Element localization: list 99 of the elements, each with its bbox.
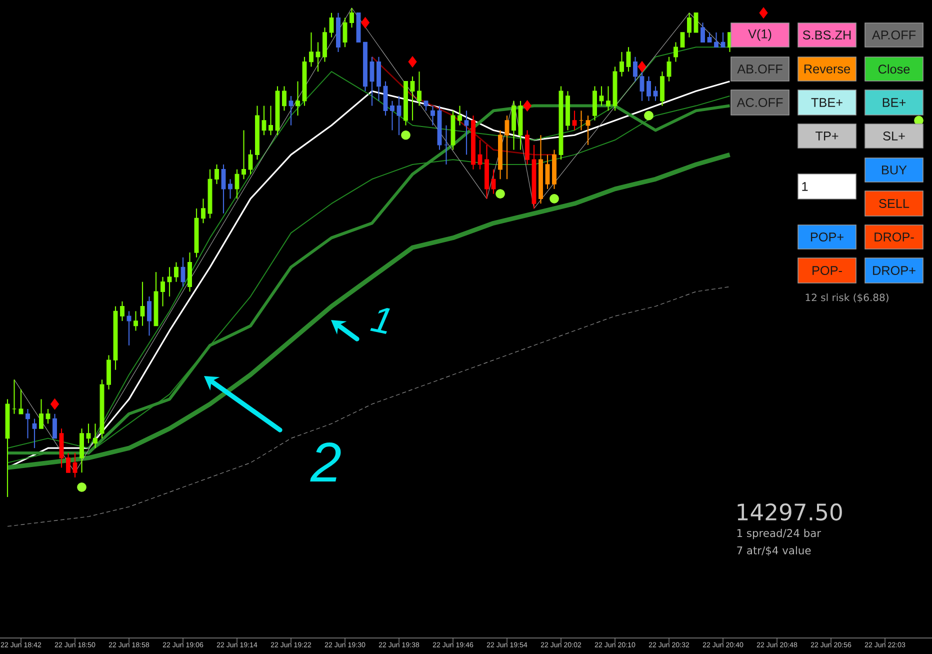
candlestick [572, 110, 577, 131]
candlestick [160, 276, 165, 307]
candlestick [430, 105, 435, 126]
annotation: TBE+ [811, 98, 842, 107]
point [50, 398, 60, 410]
candlestick [167, 266, 172, 298]
candlestick [646, 76, 651, 102]
annotation: SELL [879, 199, 910, 208]
candlestick [694, 12, 698, 33]
text: 7 atr/$4 value [737, 546, 811, 556]
annotation: 2 [310, 442, 341, 482]
annotation: V(1) [748, 29, 772, 41]
candlestick [39, 398, 44, 430]
candlestick [234, 168, 240, 200]
candlestick [86, 423, 91, 444]
candlestick [329, 12, 334, 38]
point [496, 189, 505, 198]
candlestick [640, 71, 644, 102]
candlestick [93, 423, 98, 449]
candlestick [707, 32, 712, 43]
candlestick [316, 42, 320, 72]
candlestick [687, 12, 692, 38]
annotation: Reverse [804, 64, 850, 74]
candlestick [309, 32, 314, 68]
point [644, 110, 654, 120]
candlestick [126, 310, 132, 346]
candlestick [674, 42, 678, 62]
candlestick [134, 310, 138, 332]
annotation: Close [878, 64, 910, 74]
annotation: DROP- [874, 232, 914, 242]
annotation: 1 [802, 182, 808, 191]
point [759, 7, 768, 18]
candlestick [680, 32, 685, 48]
candlestick [120, 300, 124, 322]
candlestick [458, 105, 462, 126]
candlestick [147, 296, 152, 336]
candlestick [18, 388, 24, 414]
candlestick [350, 7, 354, 28]
candlestick [228, 178, 232, 200]
candlestick [620, 51, 624, 77]
candlestick [700, 22, 705, 43]
candlestick [626, 46, 631, 72]
annotation: POP- [812, 266, 842, 275]
candlestick [491, 168, 496, 194]
candlestick [478, 139, 482, 170]
candlestick [214, 164, 219, 185]
candlestick [417, 71, 422, 106]
annotation: BE+ [882, 98, 906, 107]
candlestick [32, 418, 37, 449]
candlestick [26, 408, 30, 439]
candlestick [410, 76, 415, 121]
candlestick [221, 164, 226, 214]
point [360, 17, 370, 28]
annotation: SL+ [883, 132, 905, 140]
point [638, 61, 646, 72]
candlestick [296, 80, 300, 116]
candlestick [720, 32, 726, 48]
candlestick [633, 56, 638, 82]
candlestick [174, 262, 178, 282]
annotation: S.BS.ZH [802, 30, 851, 40]
annotation: 12 sl risk ($6.88) [806, 293, 888, 303]
candlestick [52, 413, 57, 439]
point [77, 482, 86, 492]
candlestick [282, 86, 286, 112]
annotation: DROP+ [873, 266, 916, 275]
annotation: 1 [370, 308, 390, 334]
candlestick [504, 115, 510, 180]
candlestick [46, 408, 50, 424]
candlestick [201, 198, 206, 224]
point [401, 130, 410, 140]
candlestick [396, 95, 402, 136]
point [550, 194, 559, 204]
candlestick [606, 86, 610, 112]
candlestick [66, 452, 70, 474]
annotation: BUY [882, 166, 907, 174]
annotation: AB.OFF [737, 64, 782, 74]
candlestick [545, 154, 550, 190]
candlestick [242, 130, 246, 180]
candlestick [390, 100, 394, 131]
candlestick [424, 100, 428, 112]
candlestick [140, 281, 145, 326]
text: 1 spread/24 bar [737, 528, 822, 540]
candlestick [464, 110, 469, 156]
annotation: POP+ [810, 232, 844, 242]
candlestick [586, 115, 590, 146]
point [522, 100, 532, 112]
candlestick [268, 105, 273, 136]
annotation: AC.OFF [736, 98, 783, 107]
candlestick [262, 105, 266, 136]
candlestick [72, 452, 78, 478]
candlestick [666, 56, 672, 82]
point [408, 56, 417, 68]
annotation: TP+ [816, 132, 838, 140]
candlestick [288, 95, 294, 126]
annotation: AP.OFF [872, 30, 916, 40]
text: 14297.50 [738, 503, 842, 521]
candlestick [599, 86, 604, 106]
candlestick [653, 86, 658, 102]
candlestick [714, 32, 718, 48]
